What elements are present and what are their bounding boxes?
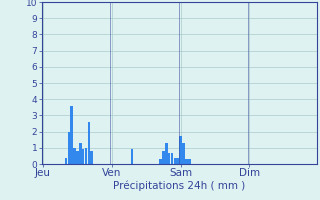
Bar [182, 143, 185, 164]
Bar [73, 148, 76, 164]
Bar [82, 149, 84, 164]
Bar [179, 136, 182, 164]
X-axis label: Précipitations 24h ( mm ): Précipitations 24h ( mm ) [113, 181, 245, 191]
Bar [70, 106, 73, 164]
Bar [168, 153, 171, 164]
Bar [165, 143, 168, 164]
Bar [88, 122, 90, 164]
Bar [65, 158, 67, 164]
Bar [79, 143, 82, 164]
Bar [185, 159, 188, 164]
Bar [85, 148, 87, 164]
Bar [162, 151, 165, 164]
Bar [171, 153, 173, 164]
Bar [159, 159, 162, 164]
Bar [131, 149, 133, 164]
Bar [76, 151, 79, 164]
Bar [91, 151, 93, 164]
Bar [176, 158, 179, 164]
Bar [68, 132, 70, 164]
Bar [188, 159, 190, 164]
Bar [174, 158, 176, 164]
